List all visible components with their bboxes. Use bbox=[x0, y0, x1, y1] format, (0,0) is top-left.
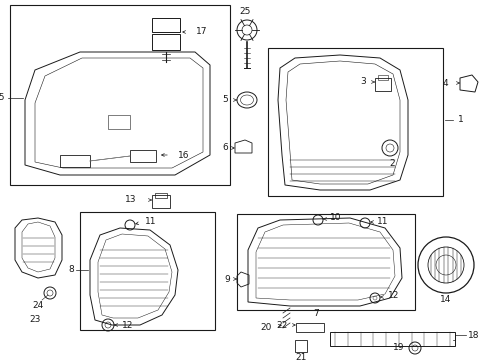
Text: 7: 7 bbox=[312, 310, 318, 319]
Text: 17: 17 bbox=[196, 27, 207, 36]
Bar bbox=[80, 212, 215, 330]
Bar bbox=[152, 18, 180, 32]
Bar bbox=[374, 78, 390, 91]
Text: 14: 14 bbox=[439, 296, 451, 305]
Bar bbox=[108, 115, 130, 129]
Text: 8: 8 bbox=[68, 266, 74, 274]
Text: 11: 11 bbox=[376, 216, 387, 225]
Bar bbox=[237, 214, 414, 310]
Text: 25: 25 bbox=[239, 8, 250, 17]
Text: 12: 12 bbox=[122, 320, 133, 329]
Text: 1: 1 bbox=[457, 116, 463, 125]
Text: 21: 21 bbox=[295, 354, 306, 360]
Text: 18: 18 bbox=[467, 330, 479, 339]
Text: 9: 9 bbox=[224, 274, 229, 284]
Text: 22: 22 bbox=[276, 320, 287, 329]
Bar bbox=[130, 150, 156, 162]
Text: 24: 24 bbox=[32, 301, 43, 310]
Bar bbox=[152, 34, 180, 50]
Text: 2: 2 bbox=[388, 158, 394, 167]
Bar bbox=[152, 195, 170, 208]
Text: 10: 10 bbox=[329, 213, 341, 222]
Bar bbox=[329, 332, 454, 346]
Text: 23: 23 bbox=[29, 315, 41, 324]
Bar bbox=[294, 340, 306, 352]
Text: 19: 19 bbox=[392, 343, 403, 352]
Text: 4: 4 bbox=[442, 78, 447, 87]
Text: 6: 6 bbox=[222, 144, 227, 153]
Text: 11: 11 bbox=[145, 217, 156, 226]
Bar bbox=[377, 75, 387, 80]
Bar bbox=[267, 48, 442, 196]
Bar bbox=[155, 193, 167, 198]
Text: 16: 16 bbox=[178, 150, 189, 159]
Text: 3: 3 bbox=[360, 77, 365, 86]
Text: 15: 15 bbox=[0, 94, 5, 103]
Text: 5: 5 bbox=[222, 95, 227, 104]
Text: 12: 12 bbox=[387, 292, 399, 301]
Bar bbox=[60, 155, 90, 167]
Text: 20: 20 bbox=[260, 324, 271, 333]
Bar bbox=[295, 323, 324, 332]
Text: 13: 13 bbox=[124, 195, 136, 204]
Bar bbox=[10, 5, 229, 185]
